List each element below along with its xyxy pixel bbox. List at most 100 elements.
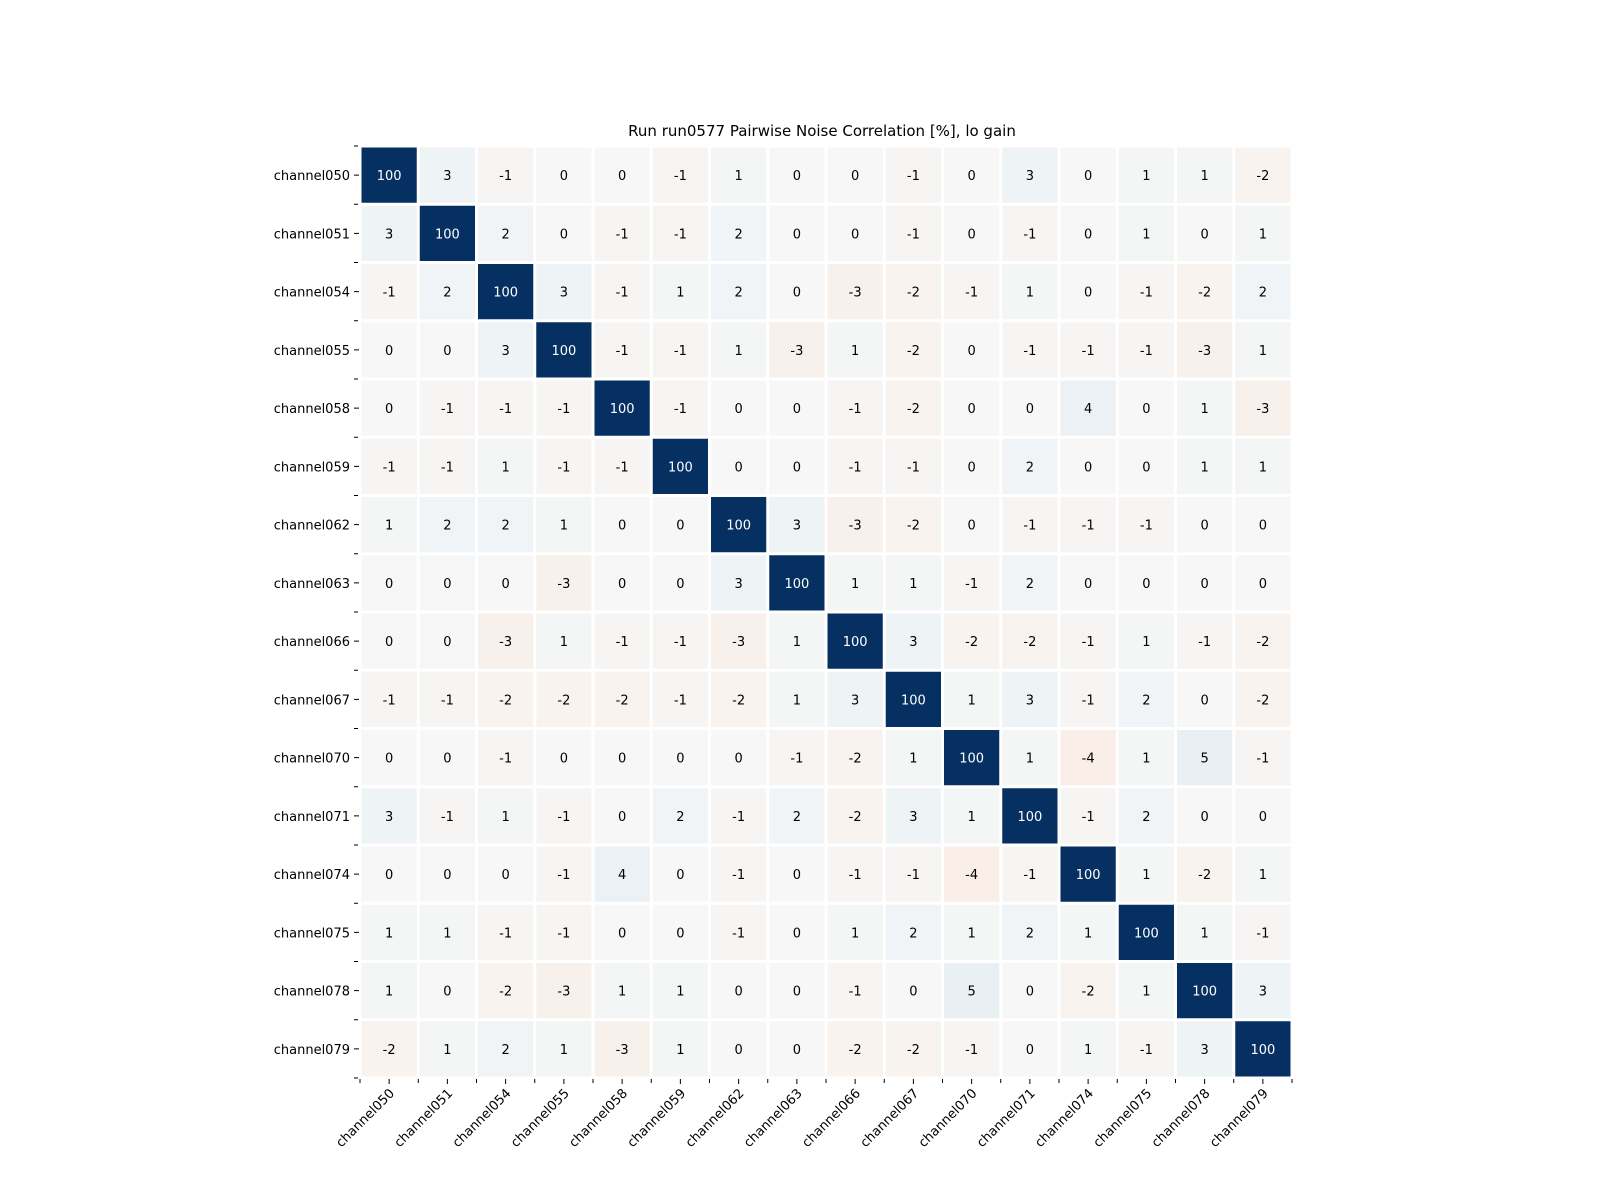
y-tick-label: channel051 [274, 227, 350, 242]
heatmap-cell [769, 1021, 825, 1077]
heatmap-cell [769, 147, 825, 203]
heatmap-cell [1177, 555, 1233, 611]
heatmap-cell [594, 147, 650, 203]
cell-value-label: -1 [907, 227, 920, 242]
heatmap-cell [419, 671, 475, 727]
cell-value-label: 1 [501, 810, 509, 825]
cell-value-label: 1 [1142, 635, 1150, 650]
heatmap-cell [1060, 846, 1116, 902]
heatmap-cell [478, 730, 534, 786]
cell-value-label: 0 [443, 752, 451, 767]
heatmap-cell [594, 555, 650, 611]
cell-value-label: 2 [1259, 286, 1267, 301]
heatmap-cell [885, 497, 941, 553]
heatmap-cell [769, 380, 825, 436]
heatmap-cell [652, 555, 708, 611]
heatmap-cell [1118, 671, 1174, 727]
cell-value-label: 1 [676, 985, 684, 1000]
heatmap-cell [944, 963, 1000, 1019]
cell-value-label: 0 [793, 460, 801, 475]
cell-value-label: 1 [793, 693, 801, 708]
cell-value-label: 0 [1026, 1043, 1034, 1058]
cell-value-label: 0 [1142, 577, 1150, 592]
cell-value-label: -1 [965, 1043, 978, 1058]
heatmap-cell [711, 147, 767, 203]
heatmap-cell [827, 613, 883, 669]
heatmap-cell [594, 497, 650, 553]
cell-value-label: 0 [1142, 460, 1150, 475]
cell-value-label: 0 [618, 926, 626, 941]
heatmap-cell [1235, 264, 1291, 320]
cell-value-label: 0 [501, 868, 509, 883]
heatmap-cell [652, 380, 708, 436]
heatmap-cell [885, 1021, 941, 1077]
heatmap-cell [1118, 1021, 1174, 1077]
heatmap-cell [419, 264, 475, 320]
heatmap-cell [1002, 147, 1058, 203]
y-tick-label: channel055 [274, 344, 350, 359]
cell-value-label: 2 [443, 519, 451, 534]
heatmap-cell [594, 380, 650, 436]
heatmap-cell [594, 613, 650, 669]
heatmap-cell [652, 963, 708, 1019]
y-tick-label: channel070 [274, 752, 350, 767]
heatmap-cell [1060, 147, 1116, 203]
y-tick-label: channel078 [274, 985, 350, 1000]
cell-value-label: 5 [967, 985, 975, 1000]
heatmap-cell [1118, 846, 1174, 902]
heatmap-cell [1002, 497, 1058, 553]
cell-value-label: 3 [793, 519, 801, 534]
cell-value-label: 3 [1200, 1043, 1208, 1058]
cell-value-label: 0 [385, 868, 393, 883]
cell-value-label: 3 [385, 227, 393, 242]
cell-value-label: 0 [443, 985, 451, 1000]
y-tick-label: channel058 [274, 402, 350, 417]
cell-value-label: -3 [790, 344, 803, 359]
heatmap-cell [1118, 613, 1174, 669]
heatmap-cell [478, 788, 534, 844]
heatmap-cell [711, 671, 767, 727]
cell-value-label: 1 [909, 752, 917, 767]
cell-value-label: -2 [965, 635, 978, 650]
cell-value-label: 0 [793, 985, 801, 1000]
cell-value-label: -1 [790, 752, 803, 767]
y-tick-label: channel063 [274, 577, 350, 592]
cell-value-label: 1 [385, 926, 393, 941]
cell-value-label: -1 [1023, 227, 1036, 242]
cell-value-label: 1 [1259, 868, 1267, 883]
cell-value-label: 1 [1200, 402, 1208, 417]
heatmap-cell [652, 264, 708, 320]
heatmap-cell [419, 904, 475, 960]
heatmap-cell [652, 671, 708, 727]
cell-value-label: 2 [793, 810, 801, 825]
cell-value-label: 1 [1200, 169, 1208, 184]
heatmap-cell [827, 497, 883, 553]
heatmap-cell [1060, 730, 1116, 786]
heatmap-cell [478, 846, 534, 902]
cell-value-label: -3 [849, 519, 862, 534]
heatmap-cell [361, 963, 417, 1019]
heatmap-cell [711, 438, 767, 494]
cell-value-label: 2 [501, 1043, 509, 1058]
heatmap-cell [1060, 497, 1116, 553]
heatmap-cell [536, 322, 592, 378]
cell-value-label: -1 [499, 752, 512, 767]
heatmap-cell [652, 904, 708, 960]
cell-value-label: -1 [674, 635, 687, 650]
heatmap-cell [885, 788, 941, 844]
heatmap-cell [594, 904, 650, 960]
heatmap-cell [944, 904, 1000, 960]
heatmap-cell [478, 904, 534, 960]
cell-value-label: 0 [793, 286, 801, 301]
heatmap-cell [769, 205, 825, 261]
cell-value-label: 0 [385, 344, 393, 359]
heatmap-cell [594, 322, 650, 378]
heatmap-cell [1118, 380, 1174, 436]
cell-value-label: -2 [499, 693, 512, 708]
x-tick-label: channel050 [333, 1086, 398, 1151]
heatmap-cell [419, 1021, 475, 1077]
heatmap-cell [1002, 322, 1058, 378]
cell-value-label: 1 [618, 985, 626, 1000]
heatmap-cell [594, 846, 650, 902]
x-tick-label: channel066 [799, 1086, 864, 1151]
